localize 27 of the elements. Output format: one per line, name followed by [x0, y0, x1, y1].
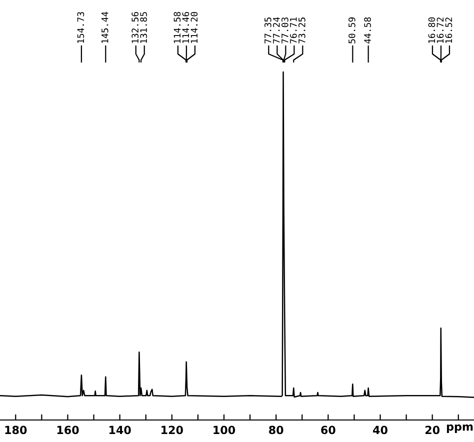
- x-tick-label: 40: [373, 426, 388, 434]
- annotation: 44.58: [364, 17, 371, 44]
- annotation: 76.71: [290, 17, 297, 44]
- annotation: 16.72: [436, 18, 444, 43]
- annotation: 114.46: [182, 12, 190, 43]
- annotation: 16.52: [445, 18, 452, 43]
- annotation: 114.20: [190, 12, 198, 43]
- annotation: 77.35: [264, 18, 272, 44]
- x-axis-title: ppm: [446, 424, 473, 433]
- x-tick-label: 120: [162, 426, 183, 434]
- annotation: 114.58: [174, 12, 181, 43]
- annotation: 132.56: [132, 12, 138, 43]
- annotation: 154.73: [77, 12, 84, 43]
- annotation: 131.85: [140, 12, 147, 43]
- x-tick-label: 60: [321, 426, 336, 434]
- x-tick-label: 80: [269, 426, 284, 434]
- annotation: 77.03: [281, 18, 288, 44]
- annotation: 50.59: [348, 17, 356, 44]
- annotation: 16.80: [428, 17, 436, 43]
- annotation: 73.25: [298, 18, 306, 44]
- x-tick-label: 20: [425, 426, 440, 434]
- x-tick-label: 160: [57, 426, 79, 434]
- annotation: 145.44: [102, 12, 108, 43]
- x-tick-label: 100: [214, 426, 236, 434]
- x-tick-label: 140: [109, 426, 131, 434]
- x-tick-label: 180: [5, 426, 27, 434]
- annotation: 77.24: [272, 17, 280, 44]
